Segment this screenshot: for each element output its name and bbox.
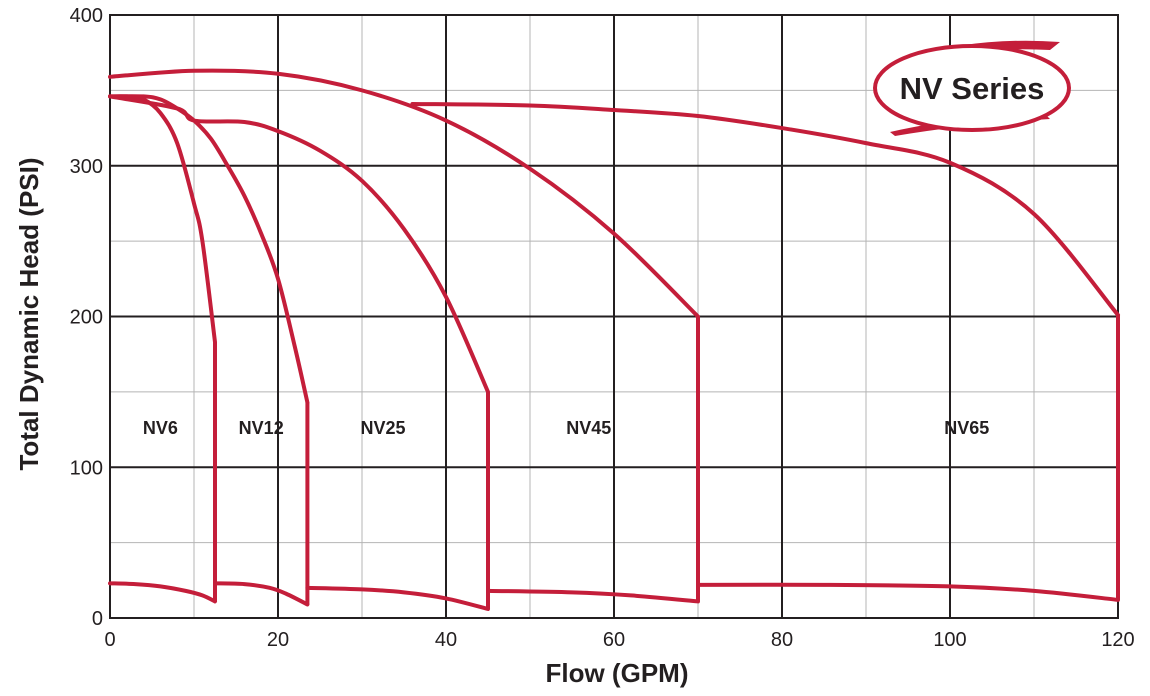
- series-nv25-upper-curve: [108, 94, 490, 394]
- y-tick-label: 400: [70, 5, 103, 27]
- series-label-nv25: NV25: [360, 418, 405, 438]
- x-tick-label: 100: [933, 629, 966, 651]
- series-lines: [108, 68, 1120, 611]
- series-nv65-upper-curve: [410, 101, 1120, 317]
- x-tick-label: 60: [603, 629, 625, 651]
- series-label-nv65: NV65: [944, 418, 989, 438]
- badge-ellipse: [873, 44, 1071, 132]
- x-tick-label: 120: [1101, 629, 1134, 651]
- series-label-nv45: NV45: [566, 418, 611, 438]
- series-label-nv6: NV6: [143, 418, 178, 438]
- y-tick-label: 300: [70, 156, 103, 178]
- x-tick-label: 0: [104, 629, 115, 651]
- x-tick-label: 80: [771, 629, 793, 651]
- series-labels: NV6 NV12 NV25 NV45 NV65: [143, 418, 989, 438]
- nv-series-badge: NV Series: [873, 40, 1071, 136]
- series-nv12-lower-curve: [213, 581, 310, 607]
- y-tick-label: 0: [92, 608, 103, 630]
- series-label-nv12: NV12: [239, 418, 284, 438]
- series-nv6-lower-curve: [108, 581, 217, 604]
- badge-text: NV Series: [900, 71, 1045, 106]
- series-nv65-lower-curve: [696, 582, 1120, 602]
- x-tick-labels: 0 20 40 60 80 100 120: [104, 629, 1134, 651]
- x-axis-title: Flow (GPM): [546, 658, 689, 688]
- x-tick-label: 40: [435, 629, 457, 651]
- badge-swoosh-top: [902, 40, 1060, 62]
- series-nv12-upper-curve: [108, 94, 310, 405]
- y-tick-label: 100: [70, 457, 103, 479]
- series-nv25-lower-curve: [305, 585, 490, 611]
- series-nv45-upper-curve: [108, 68, 700, 319]
- series-nv45-lower-curve: [486, 588, 700, 604]
- x-tick-label: 20: [267, 629, 289, 651]
- y-tick-label: 200: [70, 307, 103, 329]
- y-tick-labels: 0 100 200 300 400: [70, 5, 103, 630]
- y-axis-title: Total Dynamic Head (PSI): [14, 157, 44, 470]
- series-nv6-upper-curve: [108, 94, 217, 345]
